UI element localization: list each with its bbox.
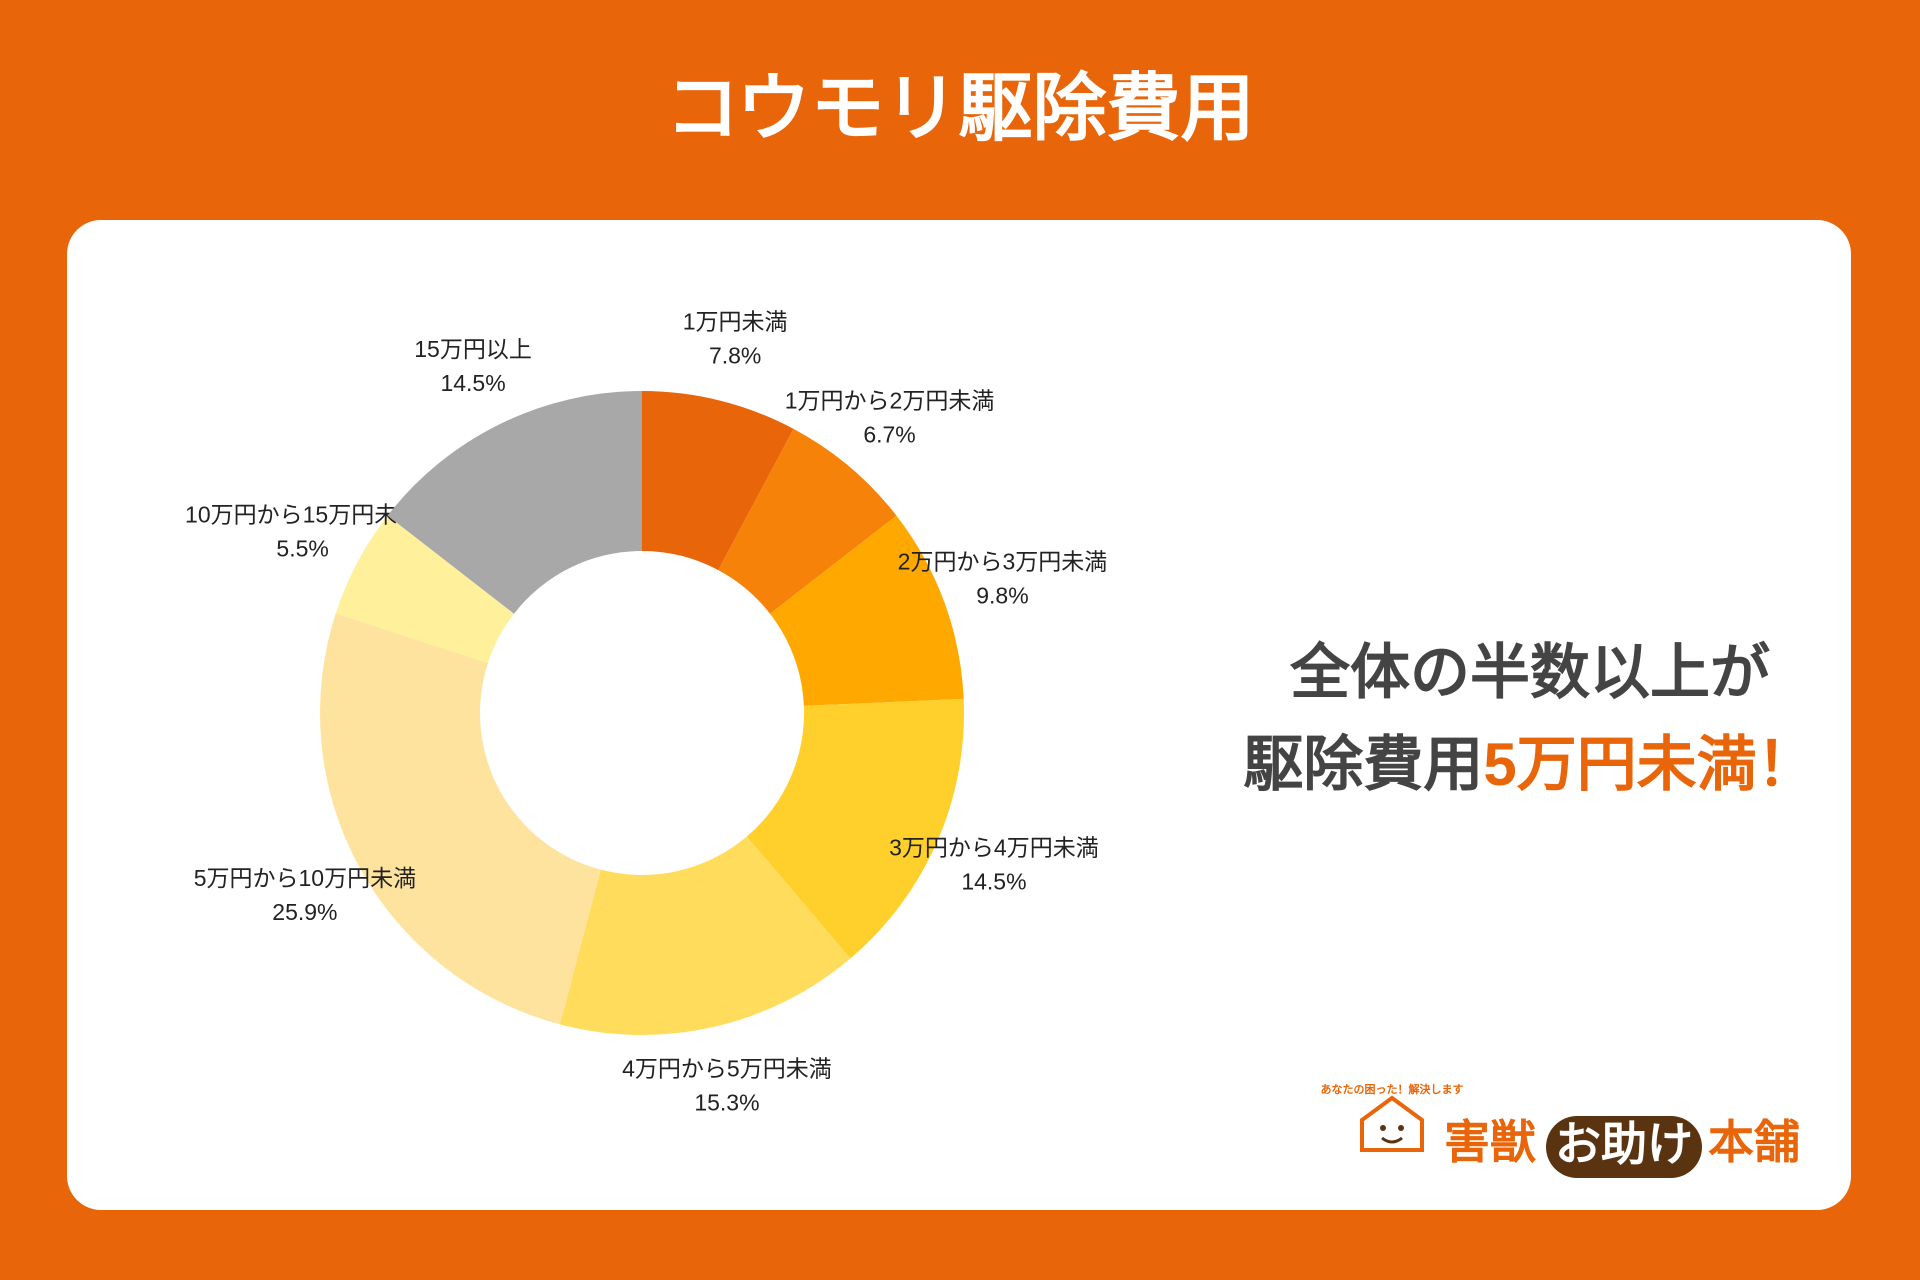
logo-text: お助け [1555,1118,1693,1170]
donut-slice [319,613,601,1025]
slice-label: 5万円から10万円未満 [194,865,416,891]
logo-text: 本舗 [1708,1116,1800,1168]
logo-house [1360,1095,1424,1152]
slice-label: 2万円から3万円未満 [898,549,1108,575]
annotation-text: 駆除費用 [1243,731,1483,798]
slice-label: 10万円から15万円未満 [185,501,420,527]
donut-slice [387,391,642,614]
donut-slice [770,515,964,706]
slice-label: 1万円未満 [683,309,788,335]
donut-slice [335,515,514,663]
logo: あなたの困った！解決します 害獣 お助け 本舗 [1321,1082,1800,1178]
slice-value-label: 14.5% [440,370,505,396]
slice-value-label: 5.5% [276,535,328,561]
slice-value-label: 14.5% [961,869,1026,895]
donut-slice [718,428,897,614]
donut-slice [642,391,794,571]
logo-text: 害獣 [1444,1116,1536,1168]
donut-slice [559,836,851,1035]
logo-smile [1381,1136,1403,1144]
annotation-line: 全体の半数以上が [1289,639,1770,706]
logo-badge [1546,1116,1702,1178]
logo-eye [1380,1125,1386,1131]
logo-eye [1398,1125,1404,1131]
annotation-line: 駆除費用5万円未満！ [1243,731,1816,798]
slice-label: 1万円から2万円未満 [785,388,995,414]
slice-label: 15万円以上 [414,336,532,362]
slice-value-label: 15.3% [694,1090,759,1116]
logo-tagline: あなたの困った！解決します [1321,1082,1464,1096]
donut-slice [746,698,964,959]
chart-title: コウモリ駆除費用 [665,67,1254,150]
donut: 1万円未満 7.8% 1万円から2万円未満 6.7% 2万円から3万円未満 9.8% 3万円… [185,309,1107,1116]
slice-value-label: 6.7% [863,422,915,448]
slice-label: 4万円から5万円未満 [622,1056,832,1082]
slice-value-label: 25.9% [272,899,337,925]
slice-value-label: 7.8% [709,343,761,369]
slice-label: 3万円から4万円未満 [889,835,1099,861]
slice-value-label: 9.8% [976,583,1028,609]
annotation-highlight: 5万円未満！ [1483,731,1816,798]
